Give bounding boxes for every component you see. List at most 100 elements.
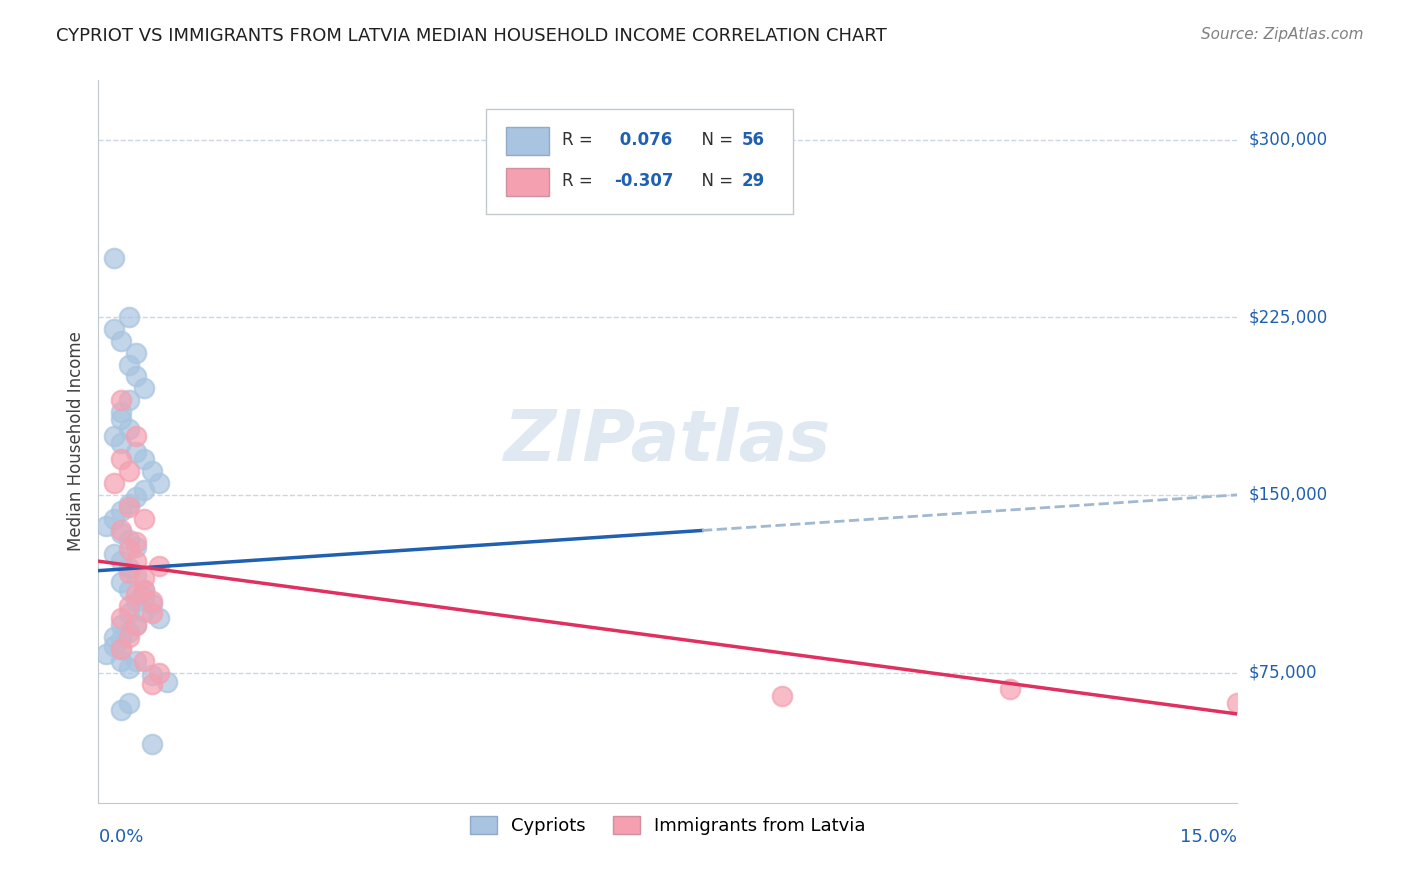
FancyBboxPatch shape bbox=[485, 109, 793, 214]
Point bbox=[125, 535, 148, 549]
Point bbox=[110, 524, 132, 538]
Point bbox=[148, 611, 170, 625]
Point bbox=[125, 428, 148, 442]
Point bbox=[148, 475, 170, 490]
Point bbox=[118, 630, 141, 644]
Point bbox=[94, 647, 117, 661]
Point bbox=[125, 587, 148, 601]
Text: $225,000: $225,000 bbox=[1249, 308, 1327, 326]
Point bbox=[125, 568, 148, 582]
Point bbox=[118, 566, 141, 580]
Text: $300,000: $300,000 bbox=[1249, 130, 1327, 148]
Point bbox=[118, 310, 141, 325]
Point bbox=[94, 518, 117, 533]
Point bbox=[103, 251, 125, 265]
Point bbox=[125, 490, 148, 504]
Point bbox=[118, 464, 141, 478]
Point bbox=[148, 558, 170, 573]
Point bbox=[125, 369, 148, 384]
Point bbox=[141, 677, 163, 691]
Point bbox=[118, 421, 141, 435]
Point bbox=[118, 533, 141, 547]
Text: -0.307: -0.307 bbox=[614, 172, 673, 190]
Point bbox=[770, 689, 793, 703]
Y-axis label: Median Household Income: Median Household Income bbox=[66, 332, 84, 551]
Point bbox=[141, 594, 163, 608]
Point bbox=[118, 625, 141, 640]
Point bbox=[110, 641, 132, 656]
Point bbox=[118, 561, 141, 575]
Point bbox=[141, 668, 163, 682]
Point bbox=[103, 547, 125, 561]
Point bbox=[125, 345, 148, 359]
Legend: Cypriots, Immigrants from Latvia: Cypriots, Immigrants from Latvia bbox=[461, 807, 875, 845]
Point bbox=[132, 590, 155, 604]
FancyBboxPatch shape bbox=[506, 169, 550, 196]
Point bbox=[132, 582, 155, 597]
Point bbox=[132, 604, 155, 618]
Point bbox=[118, 542, 141, 557]
Text: 15.0%: 15.0% bbox=[1180, 828, 1237, 846]
Point bbox=[110, 412, 132, 426]
Point bbox=[118, 358, 141, 372]
Text: 0.076: 0.076 bbox=[614, 131, 672, 149]
Text: Source: ZipAtlas.com: Source: ZipAtlas.com bbox=[1201, 27, 1364, 42]
Point bbox=[110, 703, 132, 717]
Point bbox=[132, 654, 155, 668]
Text: 0.0%: 0.0% bbox=[98, 828, 143, 846]
Point bbox=[141, 607, 163, 621]
Point bbox=[110, 654, 132, 668]
Text: $150,000: $150,000 bbox=[1249, 486, 1327, 504]
Point bbox=[118, 500, 141, 514]
Point bbox=[110, 405, 132, 419]
Point bbox=[148, 665, 170, 680]
Point bbox=[125, 618, 148, 632]
Point bbox=[110, 575, 132, 590]
Point bbox=[156, 675, 179, 690]
Text: 29: 29 bbox=[742, 172, 765, 190]
Point bbox=[118, 661, 141, 675]
Text: $75,000: $75,000 bbox=[1249, 664, 1317, 681]
Point bbox=[125, 594, 148, 608]
Point bbox=[132, 452, 155, 467]
Text: 56: 56 bbox=[742, 131, 765, 149]
Point bbox=[118, 497, 141, 511]
FancyBboxPatch shape bbox=[506, 128, 550, 154]
Point bbox=[118, 582, 141, 597]
Point bbox=[103, 640, 125, 654]
Point bbox=[141, 597, 163, 611]
Point bbox=[998, 682, 1021, 697]
Point bbox=[110, 641, 132, 656]
Point bbox=[110, 334, 132, 348]
Point bbox=[118, 607, 141, 621]
Point bbox=[110, 504, 132, 518]
Point bbox=[110, 554, 132, 568]
Text: N =: N = bbox=[690, 172, 738, 190]
Point bbox=[125, 540, 148, 554]
Point bbox=[118, 393, 141, 408]
Point bbox=[125, 445, 148, 459]
Text: CYPRIOT VS IMMIGRANTS FROM LATVIA MEDIAN HOUSEHOLD INCOME CORRELATION CHART: CYPRIOT VS IMMIGRANTS FROM LATVIA MEDIAN… bbox=[56, 27, 887, 45]
Text: ZIPatlas: ZIPatlas bbox=[505, 407, 831, 476]
Point bbox=[103, 475, 125, 490]
Point bbox=[125, 654, 148, 668]
Point bbox=[110, 393, 132, 408]
Point bbox=[110, 435, 132, 450]
Point bbox=[103, 630, 125, 644]
Point bbox=[110, 525, 132, 540]
Point bbox=[132, 381, 155, 395]
Point bbox=[125, 554, 148, 568]
Point bbox=[125, 618, 148, 632]
Point bbox=[1226, 696, 1249, 710]
Point bbox=[110, 632, 132, 647]
Text: R =: R = bbox=[562, 131, 598, 149]
Point bbox=[132, 582, 155, 597]
Point bbox=[118, 599, 141, 614]
Point bbox=[103, 511, 125, 525]
Point bbox=[110, 611, 132, 625]
Point bbox=[132, 483, 155, 497]
Point bbox=[110, 618, 132, 632]
Point bbox=[103, 322, 125, 336]
Point bbox=[110, 452, 132, 467]
Point bbox=[141, 464, 163, 478]
